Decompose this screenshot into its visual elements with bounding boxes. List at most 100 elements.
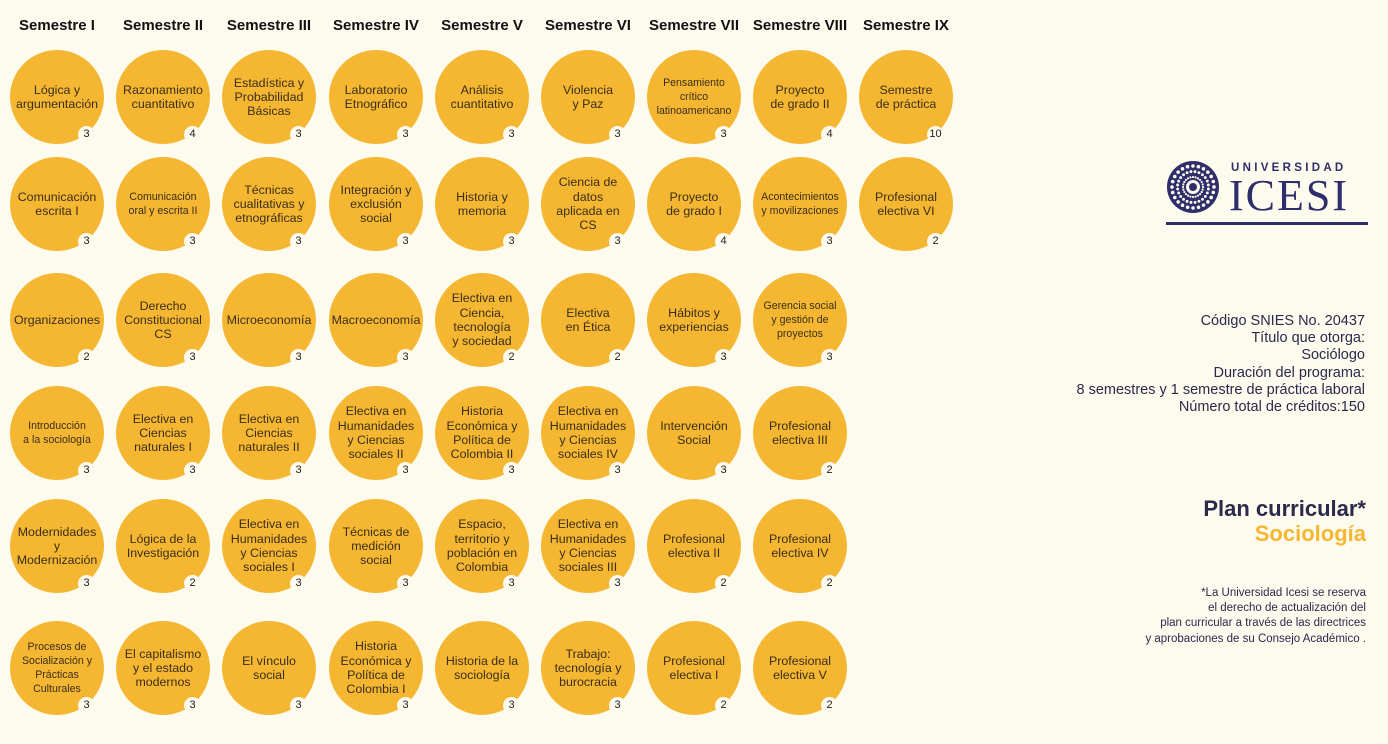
course-credits: 4 xyxy=(715,233,732,250)
course-name: Profesional electiva IV xyxy=(769,531,831,560)
course-credits: 2 xyxy=(78,349,95,366)
course-name: Electiva en Humanidades y Ciencias socia… xyxy=(549,517,627,575)
course-name: Macroeconomía xyxy=(331,312,421,327)
course-circle: Técnicas de medición social 3 xyxy=(329,499,423,593)
course-name: Historia Económica y Política de Colombi… xyxy=(340,639,412,697)
course-circle: Laboratorio Etnográfico 3 xyxy=(329,50,423,144)
course-circle: Historia Económica y Política de Colombi… xyxy=(329,621,423,715)
course-credits: 3 xyxy=(503,462,520,479)
course-circle: Profesional electiva IV 2 xyxy=(753,499,847,593)
course-name: Historia de la sociología xyxy=(445,653,519,682)
course-circle: Profesional electiva I 2 xyxy=(647,621,741,715)
course-name: Técnicas cualitativas y etnográficas xyxy=(233,182,305,226)
course-circle: Modernidades y Modernización 3 xyxy=(10,499,104,593)
snies-code: Código SNIES No. 20437 xyxy=(1200,313,1365,329)
course-name: Estadística y Probabilidad Básicas xyxy=(233,75,305,119)
course-name: El vínculo social xyxy=(242,653,296,682)
plan-title: Plan curricular* xyxy=(1203,496,1366,521)
course-credits: 3 xyxy=(609,575,626,592)
semester-header: Semestre IV xyxy=(333,17,419,34)
title-value: Sociólogo xyxy=(1301,347,1365,364)
program-info: Código SNIES No. 20437 Título que otorga… xyxy=(1076,313,1365,416)
course-circle: Macroeconomía 3 xyxy=(329,273,423,367)
course-name: Historia y memoria xyxy=(456,189,508,218)
course-circle: Electiva en Ciencias naturales II 3 xyxy=(222,386,316,480)
course-credits: 3 xyxy=(715,349,732,366)
course-name: Modernidades y Modernización xyxy=(16,524,98,568)
course-credits: 3 xyxy=(290,462,307,479)
course-circle: Análisis cuantitativo 3 xyxy=(435,50,529,144)
course-name: Semestre de práctica xyxy=(875,82,937,111)
course-name: Electiva en Humanidades y Ciencias socia… xyxy=(230,517,308,575)
course-credits: 3 xyxy=(78,697,95,714)
course-credits: 2 xyxy=(821,575,838,592)
semester-header: Semestre V xyxy=(441,17,523,34)
course-circle: Comunicación oral y escrita II 3 xyxy=(116,157,210,251)
course-credits: 3 xyxy=(290,349,307,366)
course-name: Electiva en Humanidades y Ciencias socia… xyxy=(337,404,415,462)
course-name: Microeconomía xyxy=(226,312,312,327)
course-credits: 3 xyxy=(290,233,307,250)
course-credits: 3 xyxy=(290,575,307,592)
disclaimer-line: y aprobaciones de su Consejo Académico . xyxy=(1145,632,1366,645)
course-credits: 4 xyxy=(821,126,838,143)
course-credits: 3 xyxy=(397,575,414,592)
course-circle: Electiva en Ciencia, tecnología y socied… xyxy=(435,273,529,367)
course-circle: Gerencia social y gestión de proyectos 3 xyxy=(753,273,847,367)
course-name: Profesional electiva V xyxy=(769,653,831,682)
course-name: Electiva en Ciencia, tecnología y socied… xyxy=(451,291,513,349)
course-name: Análisis cuantitativo xyxy=(450,82,514,111)
course-circle: Historia de la sociología 3 xyxy=(435,621,529,715)
course-name: El capitalismo y el estado modernos xyxy=(124,646,202,690)
course-credits: 3 xyxy=(715,126,732,143)
course-name: Comunicación escrita I xyxy=(17,189,97,218)
course-credits: 2 xyxy=(609,349,626,366)
course-circle: Trabajo: tecnología y burocracia 3 xyxy=(541,621,635,715)
course-name: Proyecto de grado I xyxy=(666,189,722,218)
course-circle: Profesional electiva V 2 xyxy=(753,621,847,715)
course-credits: 3 xyxy=(609,233,626,250)
course-name: Acontecimientos y movilizaciones xyxy=(761,191,839,217)
icesi-logo: UNIVERSIDAD ICESI xyxy=(1166,160,1368,228)
course-credits: 3 xyxy=(503,697,520,714)
course-credits: 3 xyxy=(78,126,95,143)
course-circle: Profesional electiva VI 2 xyxy=(859,157,953,251)
course-name: Electiva en Ciencias naturales I xyxy=(132,411,194,455)
course-name: Comunicación oral y escrita II xyxy=(128,191,198,217)
course-credits: 3 xyxy=(78,462,95,479)
course-credits: 3 xyxy=(184,697,201,714)
course-circle: Técnicas cualitativas y etnográficas 3 xyxy=(222,157,316,251)
course-circle: Organizaciones 2 xyxy=(10,273,104,367)
course-circle: Introducción a la sociología 3 xyxy=(10,386,104,480)
course-name: Profesional electiva I xyxy=(663,653,725,682)
course-credits: 3 xyxy=(821,233,838,250)
course-credits: 3 xyxy=(78,233,95,250)
course-name: Electiva en Ética xyxy=(565,305,611,334)
course-circle: Historia y memoria 3 xyxy=(435,157,529,251)
course-circle: El vínculo social 3 xyxy=(222,621,316,715)
course-credits: 3 xyxy=(397,697,414,714)
course-name: Violencia y Paz xyxy=(562,82,614,111)
course-circle: Intervención Social 3 xyxy=(647,386,741,480)
course-circle: El capitalismo y el estado modernos 3 xyxy=(116,621,210,715)
course-credits: 3 xyxy=(290,126,307,143)
course-name: Laboratorio Etnográfico xyxy=(344,82,408,111)
course-name: Razonamiento cuantitativo xyxy=(123,82,203,111)
course-credits: 3 xyxy=(503,126,520,143)
course-name: Lógica y argumentación xyxy=(16,82,98,111)
course-credits: 3 xyxy=(397,126,414,143)
course-name: Organizaciones xyxy=(13,312,101,327)
duration-value: 8 semestres y 1 semestre de práctica lab… xyxy=(1076,381,1365,398)
course-name: Trabajo: tecnología y burocracia xyxy=(554,646,622,690)
course-name: Hábitos y experiencias xyxy=(659,305,729,334)
course-circle: Integración y exclusión social 3 xyxy=(329,157,423,251)
course-credits: 2 xyxy=(503,349,520,366)
semester-header: Semestre III xyxy=(226,17,312,34)
duration-label: Duración del programa: xyxy=(1213,364,1365,381)
course-name: Técnicas de medición social xyxy=(342,524,410,568)
course-name: Gerencia social y gestión de proyectos xyxy=(763,300,837,340)
course-credits: 3 xyxy=(184,233,201,250)
course-name: Electiva en Ciencias naturales II xyxy=(238,411,300,455)
title-label: Título que otorga: xyxy=(1251,330,1365,347)
course-circle: Ciencia de datos aplicada en CS 3 xyxy=(541,157,635,251)
